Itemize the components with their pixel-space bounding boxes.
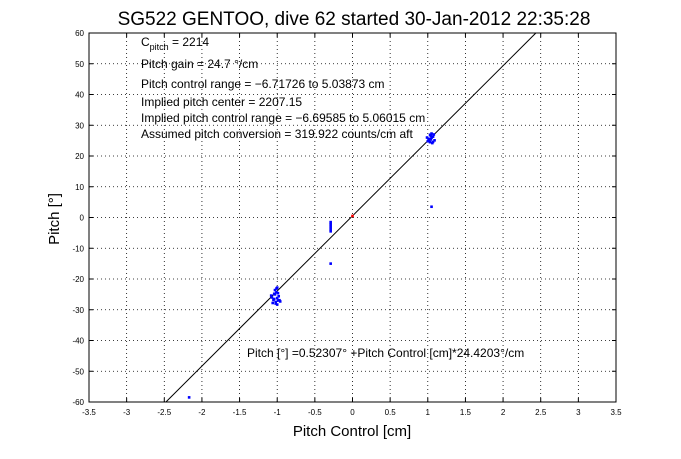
- data-point: [276, 299, 280, 302]
- fit-line-group: [165, 32, 537, 403]
- y-tick-label: -30: [72, 306, 84, 315]
- data-point: [429, 138, 433, 141]
- data-point: [269, 294, 273, 297]
- data-point: [329, 220, 332, 224]
- data-point: [329, 222, 332, 226]
- x-tick-label: -3.5: [82, 408, 96, 417]
- grid: [89, 33, 616, 402]
- annotation-line: Pitch control range = −6.71726 to 5.0387…: [141, 77, 385, 91]
- data-points: [187, 132, 436, 399]
- y-tick-label: -10: [72, 244, 84, 253]
- y-tick-label: -60: [72, 398, 84, 407]
- y-tick-label: 10: [75, 183, 84, 192]
- data-point: [278, 300, 282, 303]
- data-point: [272, 292, 276, 296]
- y-tick-label: -40: [72, 337, 84, 346]
- data-point: [432, 133, 436, 136]
- x-tick-label: -1.5: [233, 408, 247, 417]
- x-tick-label: 0: [350, 408, 355, 417]
- annotation-line: Assumed pitch conversion = 319.922 count…: [141, 127, 413, 141]
- x-tick-label: -2.5: [157, 408, 171, 417]
- x-tick-label: -1: [274, 408, 282, 417]
- x-tick-label: -2: [198, 408, 206, 417]
- data-point: [329, 262, 332, 265]
- data-point: [428, 140, 432, 144]
- y-axis-label: Pitch [°]: [46, 193, 63, 245]
- annotation-line: Implied pitch center = 2207.15: [141, 95, 302, 109]
- data-point: [433, 139, 436, 142]
- x-tick-label: 1: [426, 408, 431, 417]
- chart-title: SG522 GENTOO, dive 62 started 30-Jan-201…: [118, 9, 591, 30]
- y-tick-label: 30: [75, 121, 84, 130]
- data-point: [275, 286, 279, 289]
- data-point: [430, 205, 433, 209]
- data-point: [431, 140, 435, 144]
- x-tick-label: 0.5: [385, 408, 397, 417]
- data-point: [272, 297, 276, 301]
- y-tick-label: -50: [72, 367, 84, 376]
- fit-equation: Pitch [°] =0.52307° +Pitch Control [cm]*…: [247, 346, 524, 360]
- y-tick-label: 40: [75, 91, 84, 100]
- data-point: [275, 296, 279, 300]
- x-tick-label: 2.5: [535, 408, 547, 417]
- x-axis-label: Pitch Control [cm]: [293, 423, 411, 440]
- data-point: [274, 300, 278, 304]
- x-tick-label: 2: [501, 408, 506, 417]
- c-pitch-subscript: pitch: [150, 42, 169, 52]
- fit-line: [165, 32, 537, 403]
- x-tick-label: -3: [123, 408, 131, 417]
- c-pitch-symbol: C: [141, 35, 150, 49]
- x-tick-label: 1.5: [460, 408, 472, 417]
- data-point: [431, 135, 435, 138]
- data-point: [329, 227, 332, 231]
- y-tick-label: 60: [75, 29, 84, 38]
- data-point: [426, 139, 430, 143]
- data-point: [329, 230, 332, 233]
- data-point: [271, 301, 274, 305]
- y-tick-label: 50: [75, 60, 84, 69]
- data-point: [428, 133, 432, 137]
- data-point: [275, 303, 279, 306]
- data-point: [270, 296, 274, 299]
- x-tick-label: 3.5: [610, 408, 622, 417]
- x-tick-label: -0.5: [308, 408, 322, 417]
- c-pitch-annotation: Cpitch = 2214: [141, 35, 209, 52]
- data-point: [277, 294, 281, 298]
- annotations: Cpitch = 2214 Pitch gain = 24.7 °/cm Pit…: [141, 35, 524, 360]
- data-point: [351, 214, 354, 218]
- annotation-line: Implied pitch control range = −6.69585 t…: [141, 111, 425, 125]
- data-point: [187, 396, 191, 399]
- x-tick-label: 3: [576, 408, 581, 417]
- data-point: [430, 136, 433, 140]
- data-point: [427, 137, 430, 141]
- data-point: [273, 288, 277, 292]
- data-point: [275, 290, 278, 294]
- data-point: [329, 225, 332, 229]
- y-tick-label: -20: [72, 275, 84, 284]
- data-point: [430, 132, 433, 135]
- annotation-line: Pitch gain = 24.7 °/cm: [141, 57, 258, 71]
- y-tick-label: 20: [75, 152, 84, 161]
- y-tick-label: 0: [80, 214, 85, 223]
- c-pitch-value: = 2214: [169, 35, 210, 49]
- axis-ticks: -3.5 -3 -2.5 -2 -1.5 -1 -0.5 0 0.5 1 1.5 2 2.5 3 3.5 -6…: [72, 29, 622, 417]
- data-point: [425, 136, 429, 139]
- data-point: [276, 291, 280, 295]
- data-point: [274, 302, 278, 305]
